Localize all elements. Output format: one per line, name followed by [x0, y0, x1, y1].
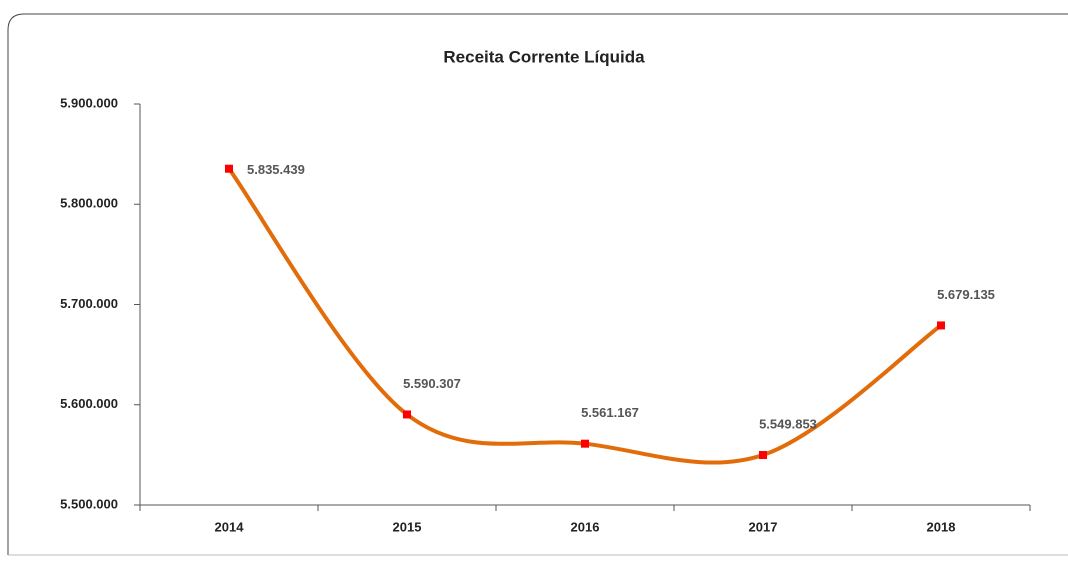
marker: [759, 451, 767, 460]
x-tick-label: 2017: [749, 519, 778, 534]
x-tick-label: 2015: [393, 519, 422, 534]
x-tick-label: 2014: [215, 519, 245, 534]
marker: [937, 321, 945, 330]
y-tick-label: 5.500.000: [60, 496, 118, 511]
marker: [581, 439, 589, 448]
y-tick-label: 5.600.000: [60, 396, 118, 411]
marker: [403, 410, 411, 419]
value-label: 5.835.439: [247, 162, 305, 177]
x-tick-label: 2018: [927, 519, 956, 534]
value-label: 5.679.135: [937, 287, 995, 302]
chart-frame: [7, 13, 1068, 555]
value-label: 5.561.167: [581, 405, 639, 420]
y-tick-label: 5.800.000: [60, 196, 118, 211]
value-label: 5.549.853: [759, 416, 817, 431]
chart-title: Receita Corrente Líquida: [443, 47, 645, 66]
x-tick-label: 2016: [571, 519, 600, 534]
line: [227, 167, 943, 465]
value-label: 5.590.307: [403, 376, 461, 391]
marker: [225, 164, 233, 173]
y-tick-label: 5.700.000: [60, 296, 118, 311]
y-tick-label: 5.900.000: [60, 95, 118, 110]
